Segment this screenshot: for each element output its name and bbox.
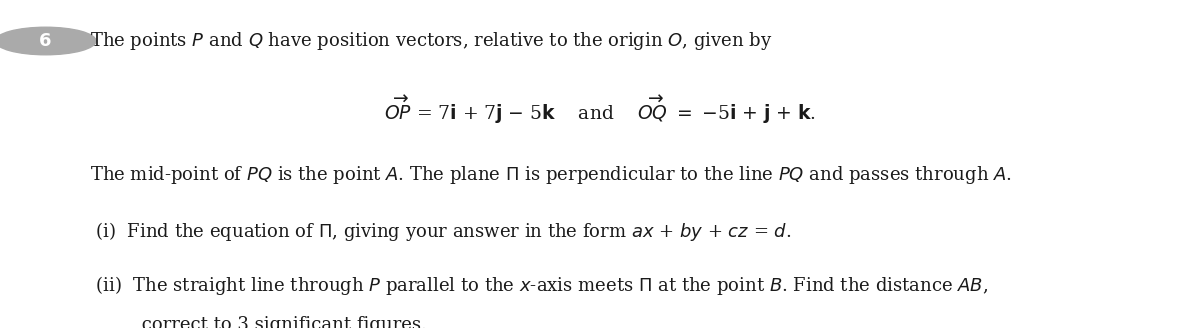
- Text: $\overrightarrow{OP}$ = 7$\mathbf{i}$ + 7$\mathbf{j}$ $-$ 5$\mathbf{k}$    and  : $\overrightarrow{OP}$ = 7$\mathbf{i}$ + …: [384, 94, 816, 126]
- Text: correct to 3 significant figures.: correct to 3 significant figures.: [90, 316, 427, 328]
- Circle shape: [0, 27, 96, 55]
- Text: The points $\mathit{P}$ and $\mathit{Q}$ have position vectors, relative to the : The points $\mathit{P}$ and $\mathit{Q}$…: [90, 30, 773, 52]
- Text: The mid-point of $\mathit{PQ}$ is the point $\mathit{A}$. The plane $\mathit{\Pi: The mid-point of $\mathit{PQ}$ is the po…: [90, 164, 1012, 187]
- Text: 6: 6: [40, 32, 52, 50]
- Text: (ii)  The straight line through $\mathit{P}$ parallel to the $\mathit{x}$-axis m: (ii) The straight line through $\mathit{…: [90, 274, 989, 297]
- Text: (i)  Find the equation of $\mathit{\Pi}$, giving your answer in the form $\mathi: (i) Find the equation of $\mathit{\Pi}$,…: [90, 220, 792, 243]
